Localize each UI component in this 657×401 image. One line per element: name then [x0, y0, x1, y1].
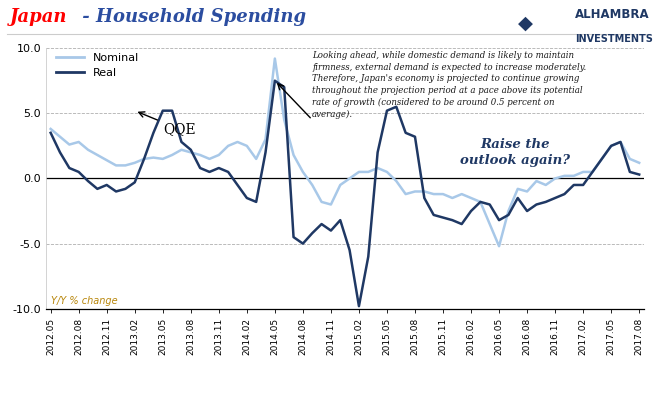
Text: QQE: QQE [139, 112, 195, 136]
Text: Y/Y % change: Y/Y % change [51, 296, 118, 306]
Text: INVESTMENTS: INVESTMENTS [575, 34, 653, 44]
Text: Raise the
outlook again?: Raise the outlook again? [461, 138, 570, 167]
Legend: Nominal, Real: Nominal, Real [52, 48, 144, 83]
Text: - Household Spending: - Household Spending [76, 8, 306, 26]
Text: ◆: ◆ [518, 14, 533, 33]
Text: Looking ahead, while domestic demand is likely to maintain
firmness, external de: Looking ahead, while domestic demand is … [312, 51, 586, 119]
Text: Japan: Japan [10, 8, 68, 26]
Text: ALHAMBRA: ALHAMBRA [575, 8, 650, 21]
